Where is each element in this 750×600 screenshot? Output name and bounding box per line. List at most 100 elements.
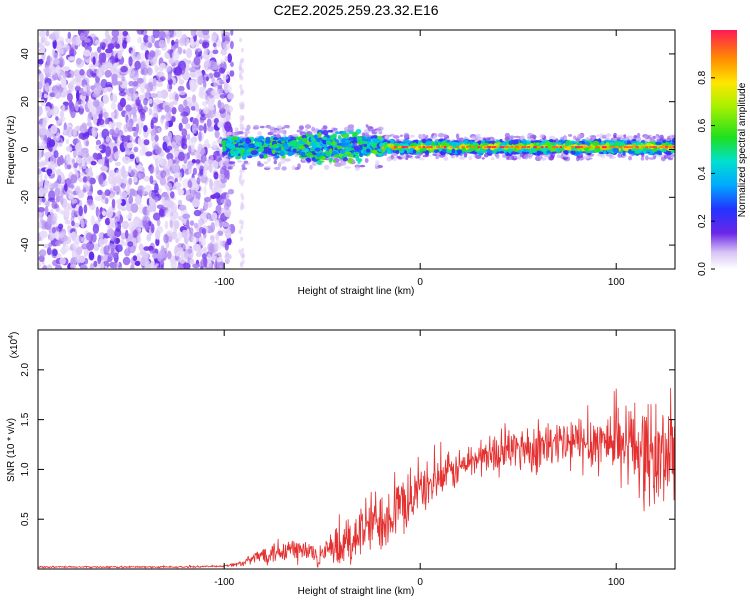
- noise-blob: [182, 262, 191, 269]
- signal-blob: [603, 150, 607, 155]
- noise-blob: [46, 247, 52, 256]
- signal-blob: [310, 141, 315, 147]
- band-halo-blob: [226, 131, 233, 136]
- noise-blob: [134, 55, 142, 61]
- noise-blob: [225, 251, 230, 258]
- noise-blob: [110, 93, 118, 104]
- signal-blob: [316, 160, 322, 165]
- noise-blob: [75, 149, 79, 156]
- band-halo-blob: [364, 158, 369, 163]
- noise-blob: [52, 249, 58, 257]
- signal-blob: [253, 137, 261, 142]
- signal-blob: [368, 142, 375, 145]
- noise-blob: [79, 69, 85, 76]
- noise-blob: [65, 146, 73, 152]
- signal-blob: [347, 158, 354, 164]
- noise-blob: [200, 86, 207, 92]
- noise-blob: [238, 175, 242, 181]
- noise-blob: [104, 236, 108, 245]
- noise-blob: [101, 210, 107, 217]
- noise-blob: [125, 229, 129, 239]
- noise-blob: [48, 139, 56, 148]
- signal-blob: [287, 151, 293, 157]
- band-halo-blob: [435, 155, 440, 160]
- signal-blob: [360, 140, 369, 145]
- noise-blob: [119, 79, 128, 89]
- noise-blob: [134, 260, 141, 267]
- noise-blob: [75, 156, 83, 164]
- noise-blob: [101, 192, 106, 200]
- noise-blob: [240, 252, 244, 258]
- band-halo-blob: [509, 135, 515, 140]
- noise-blob: [60, 78, 67, 88]
- noise-blob: [139, 250, 146, 256]
- noise-blob: [57, 209, 65, 214]
- signal-blob: [330, 150, 338, 155]
- noise-blob: [38, 211, 42, 218]
- noise-blob: [38, 69, 42, 75]
- band-halo-blob: [539, 134, 545, 139]
- band-halo-blob: [343, 126, 350, 132]
- noise-blob: [90, 85, 96, 91]
- noise-blob: [118, 91, 126, 97]
- noise-blob: [127, 241, 134, 247]
- noise-blob: [73, 162, 78, 169]
- noise-blob: [56, 132, 61, 142]
- noise-blob: [211, 256, 219, 261]
- noise-blob: [56, 64, 61, 75]
- noise-blob: [143, 139, 150, 146]
- noise-blob: [210, 222, 215, 233]
- noise-blob: [51, 226, 56, 234]
- band-halo-blob: [617, 153, 623, 158]
- noise-blob: [166, 152, 174, 161]
- noise-blob: [169, 101, 174, 109]
- band-halo-blob: [414, 155, 420, 159]
- noise-blob: [110, 102, 117, 110]
- noise-blob: [78, 177, 84, 183]
- noise-blob: [111, 36, 119, 42]
- noise-blob: [128, 56, 133, 67]
- noise-blob: [203, 160, 208, 172]
- noise-blob: [64, 69, 69, 77]
- noise-blob: [75, 57, 82, 65]
- band-halo-blob: [623, 134, 627, 138]
- band-halo-blob: [281, 166, 287, 171]
- noise-blob: [122, 40, 127, 49]
- signal-blob: [592, 140, 600, 147]
- noise-blob: [138, 203, 144, 214]
- signal-blob: [511, 139, 519, 145]
- noise-blob: [238, 229, 242, 235]
- noise-blob: [44, 82, 50, 92]
- noise-blob: [106, 228, 115, 238]
- noise-blob: [203, 185, 207, 196]
- signal-blob: [357, 160, 361, 164]
- signal-blob: [322, 139, 327, 144]
- signal-blob: [292, 148, 297, 153]
- noise-blob: [174, 93, 179, 102]
- noise-blob: [222, 222, 230, 227]
- noise-blob: [115, 186, 120, 193]
- band-halo-blob: [636, 132, 641, 138]
- noise-blob: [137, 235, 142, 244]
- band-halo-blob: [257, 131, 263, 136]
- noise-blob: [56, 168, 62, 176]
- noise-blob: [142, 44, 148, 52]
- band-halo-blob: [253, 124, 260, 130]
- noise-blob: [162, 196, 171, 202]
- noise-blob: [143, 97, 148, 106]
- band-halo-blob: [520, 135, 525, 140]
- noise-blob: [192, 263, 201, 269]
- noise-blob: [152, 77, 157, 87]
- noise-blob: [169, 92, 174, 101]
- noise-blob: [106, 86, 113, 92]
- band-halo-blob: [375, 160, 380, 165]
- noise-blob: [174, 66, 183, 76]
- noise-blob: [178, 79, 185, 85]
- noise-blob: [105, 48, 113, 54]
- noise-blob: [214, 111, 221, 119]
- noise-blob: [165, 112, 172, 122]
- noise-blob: [44, 106, 51, 112]
- signal-blob: [348, 130, 354, 135]
- noise-blob: [104, 189, 111, 197]
- noise-blob: [83, 84, 87, 94]
